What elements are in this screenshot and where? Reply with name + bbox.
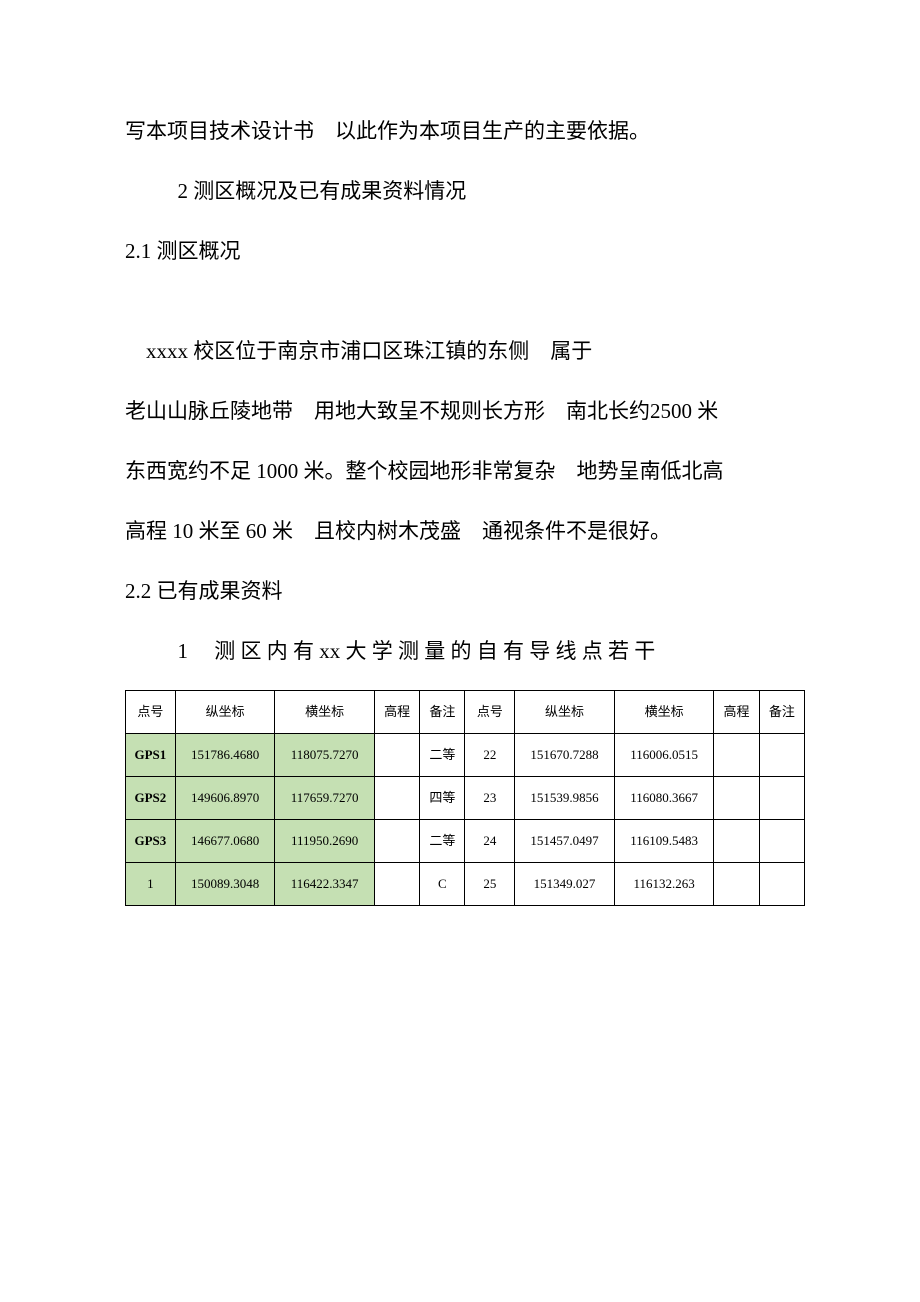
- table-cell: 23: [465, 777, 515, 820]
- header-y-coord-1: 纵坐标: [175, 691, 275, 734]
- section-2-heading: 2 测区概况及已有成果资料情况: [125, 170, 805, 212]
- table-cell: 151539.9856: [515, 777, 615, 820]
- table-cell: 24: [465, 820, 515, 863]
- table-cell: [374, 777, 419, 820]
- paragraph-2-1-d: 高程 10 米至 60 米 且校内树木茂盛 通视条件不是很好。: [125, 510, 805, 552]
- header-x-coord-1: 横坐标: [275, 691, 375, 734]
- table-cell: 149606.8970: [175, 777, 275, 820]
- header-point-id-1: 点号: [126, 691, 176, 734]
- spacer: [125, 290, 805, 330]
- table-cell: [759, 734, 804, 777]
- table-cell: 116132.263: [614, 863, 714, 906]
- table-cell: [714, 734, 759, 777]
- paragraph-2-1-c: 东西宽约不足 1000 米。整个校园地形非常复杂 地势呈南低北高: [125, 450, 805, 492]
- table-cell: 1: [126, 863, 176, 906]
- table-cell: 116109.5483: [614, 820, 714, 863]
- table-cell: 116080.3667: [614, 777, 714, 820]
- table-cell: 四等: [420, 777, 465, 820]
- table-cell: 117659.7270: [275, 777, 375, 820]
- table-cell: 116006.0515: [614, 734, 714, 777]
- table-row: GPS2149606.8970117659.7270 四等23151539.985…: [126, 777, 805, 820]
- table-cell: 22: [465, 734, 515, 777]
- paragraph-intro: 写本项目技术设计书 以此作为本项目生产的主要依据。: [125, 110, 805, 152]
- section-2-2-heading: 2.2 已有成果资料: [125, 570, 805, 612]
- header-note-1: 备注: [420, 691, 465, 734]
- table-row: GPS3146677.0680111950.2690 二等24151457.049…: [126, 820, 805, 863]
- table-cell: 116422.3347: [275, 863, 375, 906]
- coordinates-table: 点号 纵坐标 横坐标 高程 备注 点号 纵坐标 横坐标 高程 备注 GPS115…: [125, 690, 805, 906]
- table-cell: 二等: [420, 734, 465, 777]
- header-note-2: 备注: [759, 691, 804, 734]
- table-cell: [714, 777, 759, 820]
- table-cell: 118075.7270: [275, 734, 375, 777]
- document-content: 写本项目技术设计书 以此作为本项目生产的主要依据。 2 测区概况及已有成果资料情…: [125, 110, 805, 906]
- table-cell: GPS1: [126, 734, 176, 777]
- header-elevation-2: 高程: [714, 691, 759, 734]
- table-cell: [714, 863, 759, 906]
- table-cell: [374, 734, 419, 777]
- table-cell: [759, 777, 804, 820]
- header-y-coord-2: 纵坐标: [515, 691, 615, 734]
- table-cell: [714, 820, 759, 863]
- table-cell: 151457.0497: [515, 820, 615, 863]
- table-cell: [374, 863, 419, 906]
- table-cell: 151786.4680: [175, 734, 275, 777]
- table-cell: 111950.2690: [275, 820, 375, 863]
- table-cell: [374, 820, 419, 863]
- paragraph-2-1-b: 老山山脉丘陵地带 用地大致呈不规则长方形 南北长约2500 米: [125, 390, 805, 432]
- table-header-row: 点号 纵坐标 横坐标 高程 备注 点号 纵坐标 横坐标 高程 备注: [126, 691, 805, 734]
- table-row: GPS1151786.4680118075.7270 二等22151670.728…: [126, 734, 805, 777]
- table-cell: 151670.7288: [515, 734, 615, 777]
- table-cell: GPS3: [126, 820, 176, 863]
- table-cell: 151349.027: [515, 863, 615, 906]
- table-cell: 150089.3048: [175, 863, 275, 906]
- table-body: GPS1151786.4680118075.7270 二等22151670.728…: [126, 734, 805, 906]
- header-point-id-2: 点号: [465, 691, 515, 734]
- table-row: 1150089.3048116422.3347 C25151349.0271161…: [126, 863, 805, 906]
- header-elevation-1: 高程: [374, 691, 419, 734]
- table-cell: 146677.0680: [175, 820, 275, 863]
- header-x-coord-2: 横坐标: [614, 691, 714, 734]
- table-cell: 二等: [420, 820, 465, 863]
- paragraph-2-1-a: xxxx 校区位于南京市浦口区珠江镇的东侧 属于: [125, 330, 805, 372]
- table-cell: GPS2: [126, 777, 176, 820]
- section-2-1-heading: 2.1 测区概况: [125, 230, 805, 272]
- paragraph-2-2-a: 1 测 区 内 有 xx 大 学 测 量 的 自 有 导 线 点 若 干: [125, 630, 805, 672]
- table-cell: [759, 863, 804, 906]
- table-cell: 25: [465, 863, 515, 906]
- table-cell: C: [420, 863, 465, 906]
- table-cell: [759, 820, 804, 863]
